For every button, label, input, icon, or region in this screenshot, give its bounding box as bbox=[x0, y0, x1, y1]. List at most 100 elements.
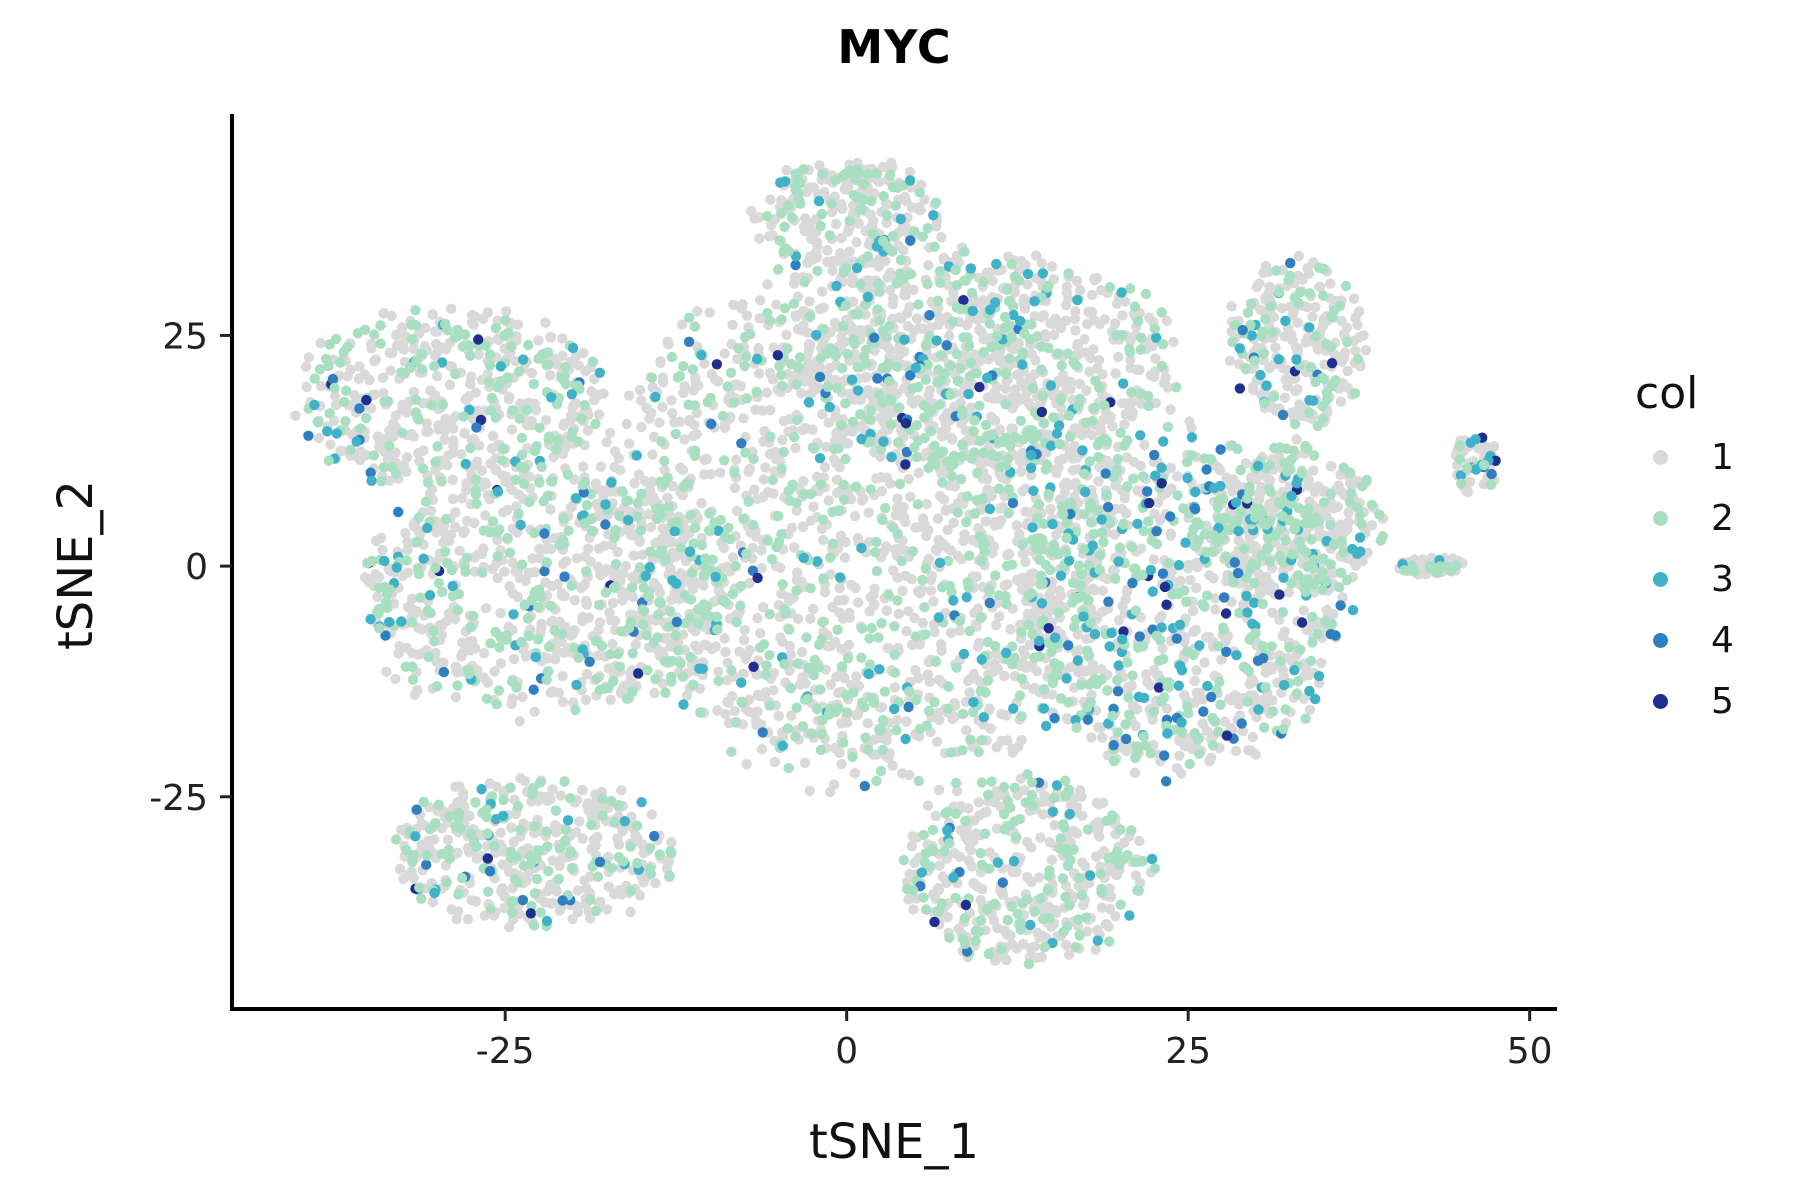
data-point bbox=[465, 350, 476, 361]
data-point bbox=[447, 474, 458, 485]
data-point bbox=[545, 504, 556, 515]
data-point bbox=[796, 388, 807, 399]
data-point bbox=[497, 810, 509, 822]
data-point bbox=[379, 555, 390, 567]
data-point bbox=[566, 389, 577, 400]
data-point bbox=[676, 319, 688, 330]
data-point bbox=[331, 428, 342, 439]
data-point bbox=[719, 422, 730, 433]
data-point bbox=[1129, 767, 1141, 778]
data-point bbox=[1061, 281, 1073, 292]
data-point bbox=[529, 920, 540, 931]
data-point bbox=[315, 337, 326, 349]
data-point bbox=[748, 453, 759, 465]
data-point bbox=[937, 315, 949, 326]
data-point bbox=[579, 551, 591, 562]
data-point bbox=[645, 522, 657, 533]
data-point bbox=[585, 871, 596, 882]
data-point bbox=[633, 668, 644, 679]
data-point bbox=[534, 477, 545, 488]
data-point bbox=[1093, 722, 1104, 733]
data-point bbox=[529, 821, 541, 832]
data-point bbox=[784, 640, 795, 652]
data-point bbox=[314, 364, 326, 375]
data-point bbox=[366, 475, 377, 486]
data-point bbox=[526, 367, 538, 379]
data-point bbox=[1113, 615, 1125, 626]
data-point bbox=[560, 824, 572, 835]
data-point bbox=[699, 639, 710, 650]
data-point bbox=[607, 638, 618, 650]
data-point bbox=[851, 237, 862, 248]
data-point bbox=[720, 708, 731, 720]
data-point bbox=[551, 645, 562, 657]
data-point bbox=[476, 465, 487, 476]
data-point bbox=[634, 384, 646, 396]
data-point bbox=[416, 893, 427, 904]
data-point bbox=[462, 914, 474, 925]
data-point bbox=[534, 422, 545, 433]
data-point bbox=[541, 791, 552, 802]
data-point bbox=[508, 653, 520, 665]
data-point bbox=[324, 339, 335, 350]
data-point bbox=[367, 555, 378, 566]
data-point bbox=[1118, 837, 1130, 848]
data-point bbox=[881, 605, 893, 616]
data-point bbox=[756, 563, 767, 574]
data-point bbox=[1293, 250, 1305, 262]
data-point bbox=[507, 907, 518, 918]
data-point bbox=[536, 618, 547, 629]
data-point bbox=[567, 342, 579, 354]
data-point bbox=[1134, 835, 1145, 847]
data-point bbox=[627, 648, 638, 659]
data-point bbox=[516, 559, 528, 570]
data-point bbox=[836, 759, 847, 770]
data-point bbox=[834, 607, 845, 618]
data-point bbox=[735, 600, 746, 611]
data-point bbox=[1105, 891, 1117, 903]
data-point bbox=[541, 915, 553, 927]
data-point bbox=[699, 454, 710, 466]
data-point bbox=[503, 621, 514, 633]
data-point bbox=[433, 578, 445, 589]
data-point bbox=[619, 816, 630, 827]
data-point bbox=[658, 377, 669, 388]
data-point bbox=[401, 555, 412, 566]
data-point bbox=[634, 890, 646, 901]
data-point bbox=[413, 328, 425, 339]
data-point bbox=[665, 606, 676, 617]
data-point bbox=[677, 671, 689, 682]
data-point bbox=[939, 494, 950, 505]
data-point bbox=[1171, 763, 1183, 774]
data-point bbox=[819, 586, 831, 598]
data-point bbox=[506, 846, 517, 857]
data-point bbox=[498, 794, 509, 806]
data-point bbox=[654, 417, 665, 428]
data-point bbox=[929, 626, 940, 638]
data-point bbox=[485, 904, 496, 915]
data-point bbox=[1229, 690, 1241, 701]
data-point bbox=[1035, 832, 1046, 843]
data-point bbox=[901, 626, 912, 637]
data-point bbox=[685, 652, 696, 663]
data-point bbox=[431, 681, 443, 692]
data-point bbox=[1038, 310, 1049, 321]
data-point bbox=[421, 859, 432, 870]
data-point bbox=[986, 490, 997, 502]
data-point bbox=[369, 355, 380, 367]
data-point bbox=[527, 789, 538, 800]
data-point bbox=[506, 822, 517, 833]
data-point bbox=[805, 251, 816, 262]
data-point bbox=[452, 324, 463, 335]
data-point bbox=[414, 882, 425, 893]
data-point bbox=[453, 807, 465, 818]
data-point bbox=[493, 685, 505, 696]
data-point bbox=[490, 626, 501, 638]
data-point bbox=[590, 905, 602, 917]
data-point bbox=[786, 710, 797, 721]
data-point bbox=[1310, 301, 1321, 313]
data-point bbox=[470, 387, 481, 398]
data-point bbox=[1090, 944, 1101, 955]
data-point bbox=[563, 525, 574, 536]
data-point bbox=[811, 703, 823, 715]
